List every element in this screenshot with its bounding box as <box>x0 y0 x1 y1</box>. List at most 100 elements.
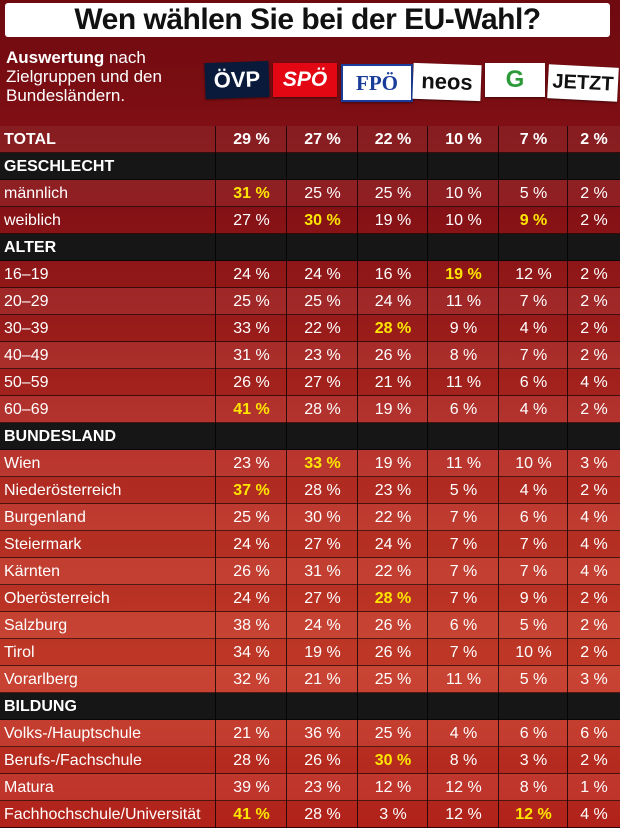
value-cell: 25 % <box>304 185 341 202</box>
value-cell: 26 % <box>233 374 270 391</box>
value-cell: 27 % <box>304 374 341 391</box>
table-row: Oberösterreich 24 % 27 % 28 % 7 % 9 % 2 % <box>0 585 620 612</box>
fpoe-logo: FPÖ <box>341 64 413 102</box>
row-divider <box>0 152 620 153</box>
value-cell: 4 % <box>519 482 548 499</box>
gruene-logo: G <box>485 63 545 97</box>
value-cell: 33 % <box>304 455 341 472</box>
value-cell: 21 % <box>304 671 341 688</box>
value-cell: 26 % <box>374 617 412 634</box>
value-cell: 2 % <box>580 131 608 148</box>
row-divider <box>0 800 620 801</box>
value-cell: 28 % <box>304 806 341 823</box>
row-label: ALTER <box>4 239 57 256</box>
table-row: Niederösterreich 37 % 28 % 23 % 5 % 4 % 2 % <box>0 477 620 504</box>
row-shading <box>0 315 620 342</box>
row-divider <box>0 179 620 180</box>
value-cell: 5 % <box>519 185 548 202</box>
value-cell: 2 % <box>580 752 608 769</box>
row-shading <box>0 801 620 828</box>
row-label: TOTAL <box>4 131 56 148</box>
row-divider <box>0 719 620 720</box>
value-cell: 26 % <box>374 347 412 364</box>
subtitle-rest: nach Zielgruppen und den Bundesländern. <box>6 48 162 105</box>
row-divider <box>0 395 620 396</box>
value-cell: 34 % <box>233 644 270 661</box>
value-cell: 8 % <box>519 779 548 796</box>
value-cell: 41 % <box>233 401 270 418</box>
row-shading <box>0 450 620 477</box>
value-cell: 23 % <box>304 779 341 796</box>
value-cell: 2 % <box>580 482 608 499</box>
row-divider <box>0 368 620 369</box>
row-label: Burgenland <box>4 509 86 526</box>
value-cell: 24 % <box>233 590 270 607</box>
row-shading <box>0 504 620 531</box>
row-shading <box>0 207 620 234</box>
value-cell: 4 % <box>580 509 608 526</box>
table-row: 16–19 24 % 24 % 16 % 19 % 12 % 2 % <box>0 261 620 288</box>
value-cell: 25 % <box>304 293 341 310</box>
row-label: 40–49 <box>4 347 49 364</box>
value-cell: 7 % <box>519 131 548 148</box>
row-divider <box>0 260 620 261</box>
column-divider <box>498 126 499 828</box>
value-cell: 9 % <box>519 212 548 229</box>
party-label: ÖVP <box>213 66 261 93</box>
value-cell: 29 % <box>233 131 270 148</box>
row-shading <box>0 531 620 558</box>
row-divider <box>0 503 620 504</box>
value-cell: 6 % <box>449 617 478 634</box>
row-label: Wien <box>4 455 41 472</box>
column-divider <box>427 126 428 828</box>
party-label: FPÖ <box>356 70 398 95</box>
value-cell: 23 % <box>304 347 341 364</box>
value-cell: 12 % <box>515 266 552 283</box>
row-label: GESCHLECHT <box>4 158 115 175</box>
value-cell: 24 % <box>304 266 341 283</box>
value-cell: 4 % <box>519 320 548 337</box>
row-label: Tirol <box>4 644 35 661</box>
row-shading <box>0 342 620 369</box>
value-cell: 12 % <box>445 779 482 796</box>
column-divider <box>567 126 568 828</box>
value-cell: 24 % <box>304 617 341 634</box>
value-cell: 6 % <box>580 725 608 742</box>
row-label: BUNDESLAND <box>4 428 116 445</box>
table-row: Matura 39 % 23 % 12 % 12 % 8 % 1 % <box>0 774 620 801</box>
table-row: männlich 31 % 25 % 25 % 10 % 5 % 2 % <box>0 180 620 207</box>
value-cell: 19 % <box>374 455 412 472</box>
row-divider <box>0 746 620 747</box>
row-divider <box>0 665 620 666</box>
value-cell: 25 % <box>374 725 412 742</box>
row-label: Kärnten <box>4 563 61 580</box>
row-shading <box>0 477 620 504</box>
row-shading <box>0 774 620 801</box>
row-divider <box>0 341 620 342</box>
value-cell: 9 % <box>449 320 478 337</box>
row-divider <box>0 692 620 693</box>
row-divider <box>0 287 620 288</box>
row-label: BILDUNG <box>4 698 77 715</box>
value-cell: 31 % <box>233 347 270 364</box>
value-cell: 11 % <box>445 671 482 688</box>
row-label: 50–59 <box>4 374 49 391</box>
value-cell: 5 % <box>519 671 548 688</box>
party-label: JETZT <box>551 69 615 96</box>
row-divider <box>0 422 620 423</box>
row-shading <box>0 369 620 396</box>
table-row: 30–39 33 % 22 % 28 % 9 % 4 % 2 % <box>0 315 620 342</box>
row-shading <box>0 747 620 774</box>
row-divider <box>0 449 620 450</box>
row-label: Volks-/Hauptschule <box>4 725 141 742</box>
table-row: Volks-/Hauptschule 21 % 36 % 25 % 4 % 6 % 6 % <box>0 720 620 747</box>
section-header: BUNDESLAND <box>0 423 620 450</box>
value-cell: 28 % <box>233 752 270 769</box>
value-cell: 25 % <box>233 509 270 526</box>
value-cell: 21 % <box>233 725 270 742</box>
value-cell: 7 % <box>449 644 478 661</box>
value-cell: 24 % <box>233 536 270 553</box>
row-divider <box>0 773 620 774</box>
row-divider <box>0 233 620 234</box>
value-cell: 12 % <box>374 779 412 796</box>
